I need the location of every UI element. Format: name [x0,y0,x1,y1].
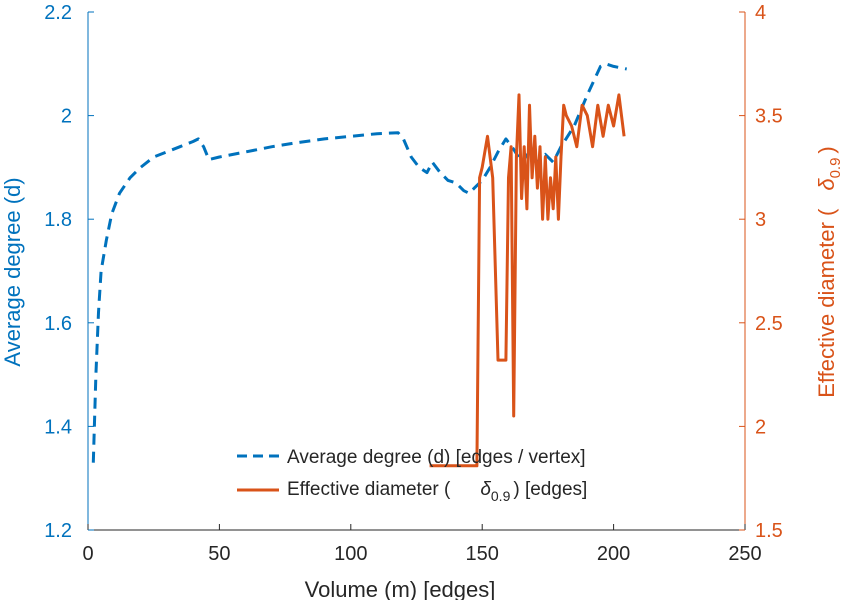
y-axis-right-label-text: Effective diameter ( [814,208,839,398]
legend-label-effective-diameter-suffix: ) [edges] [513,479,587,500]
y-left-tick-label: 1.2 [44,520,72,542]
y-axis-right-label-suffix: ) [814,146,839,153]
legend-label-effective-diameter: Effective diameter ( δ0.9) [edges] [287,479,587,504]
y-right-tick-label: 2.5 [755,313,783,335]
x-tick-label: 200 [597,543,630,565]
y-axis-right-label-subscript: 0.9 [827,158,844,179]
y-left-tick-label: 1.6 [44,313,72,335]
y-left-tick-label: 2 [61,106,72,128]
legend-label-effective-diameter-subscript: 0.9 [491,488,511,504]
x-axis-label: Volume (m) [edges] [305,577,496,600]
y-right-tick-label: 2 [755,416,766,438]
ticks-layer: 0 50 100 150 200 250 1.2 1.4 1.6 1.8 2 2.2 1.5 2 2.5 3 3… [44,2,783,565]
x-tick-label: 150 [466,543,499,565]
y-left-tick-label: 2.2 [44,2,72,24]
y-axis-left-label: Average degree (d) [0,177,25,366]
y-right-tick-label: 3 [755,209,766,231]
y-left-tick-label: 1.4 [44,416,72,438]
y-right-tick-label: 3.5 [755,106,783,128]
x-tick-label: 250 [728,543,761,565]
y-right-tick-label: 1.5 [755,520,783,542]
legend: Average degree (d) [edges / vertex] Effe… [237,447,587,504]
legend-label-effective-diameter-prefix: Effective diameter ( [287,479,451,500]
series-layer [91,62,627,468]
y-right-tick-label: 4 [755,2,766,24]
x-tick-label: 100 [334,543,367,565]
y-axis-right-label: Effective diameter ( δ0.9) [814,146,844,398]
series-line-effective-diameter [429,93,626,468]
legend-label-average-degree: Average degree (d) [edges / vertex] [287,447,586,468]
y-left-tick-label: 1.8 [44,209,72,231]
svg-text:Effective diameter (δ0.9): Effective diameter ( δ0.9) [814,146,844,398]
x-tick-label: 50 [208,543,230,565]
x-tick-label: 0 [82,543,93,565]
axes-layer [87,12,746,531]
series-line-average-degree [91,62,627,463]
legend-label-effective-diameter-symbol: δ [480,479,491,500]
y-axis-right-label-symbol: δ [814,178,839,191]
